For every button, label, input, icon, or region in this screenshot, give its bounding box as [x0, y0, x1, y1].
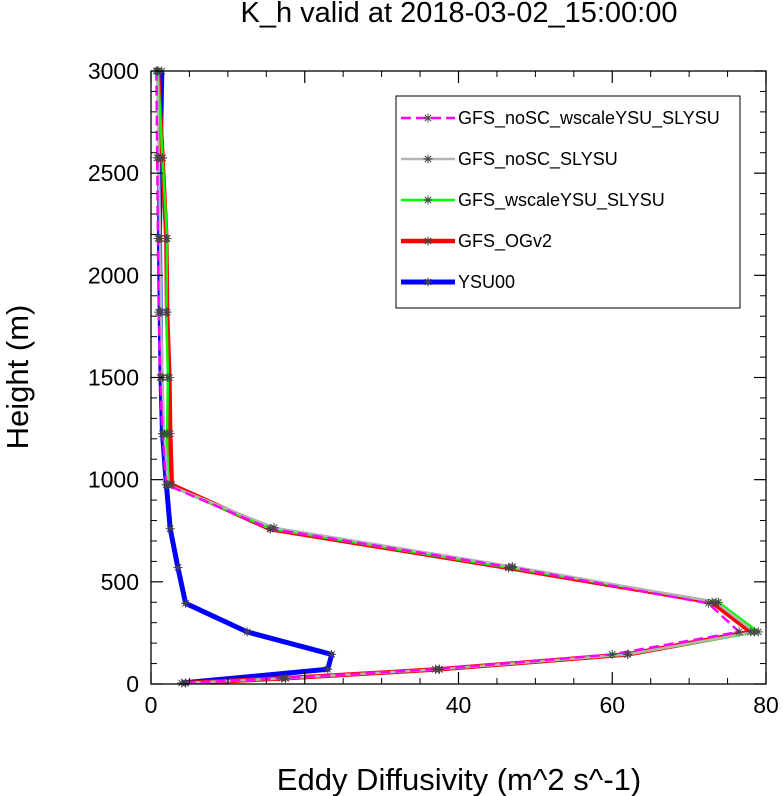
data-point-gfs-nosc-wscaleysu-slysu	[507, 563, 517, 573]
data-point-ysu00	[173, 563, 183, 573]
data-point-gfs-nosc-slysu	[749, 627, 759, 637]
data-point-gfs-nosc-wscaleysu-slysu	[430, 664, 440, 674]
legend-label-gfs-nosc-slysu: GFS_noSC_SLYSU	[458, 149, 618, 170]
data-point-gfs-nosc-wscaleysu-slysu	[152, 153, 162, 163]
y-tick-label: 1000	[88, 467, 139, 493]
data-point-ysu00	[165, 524, 175, 534]
legend-marker-gfs-wscaleysu-slysu	[423, 195, 433, 205]
data-point-ysu00	[242, 627, 252, 637]
data-point-gfs-nosc-wscaleysu-slysu	[607, 649, 617, 659]
data-point-ysu00	[327, 649, 337, 659]
legend-marker-gfs-nosc-slysu	[423, 154, 433, 164]
y-tick-label: 1500	[88, 365, 139, 391]
legend-marker-gfs-ogv2	[423, 236, 433, 246]
x-axis-label: Eddy Diffusivity (m^2 s^-1)	[277, 762, 641, 796]
legend-label-gfs-nosc-wscaleysu-slysu: GFS_noSC_wscaleYSU_SLYSU	[458, 108, 720, 129]
legend: GFS_noSC_wscaleYSU_SLYSU GFS_noSC_SLYSU GF…	[395, 95, 741, 309]
legend-label-ysu00: YSU00	[458, 272, 515, 292]
legend-label-gfs-ogv2: GFS_OGv2	[458, 231, 552, 252]
y-tick-label: 500	[101, 569, 139, 595]
axes: 0 20 40 60 80 0 500 1000 1500 2000 2500 3000	[88, 58, 779, 718]
data-point-ysu00	[323, 664, 333, 674]
data-point-gfs-nosc-wscaleysu-slysu	[158, 429, 168, 439]
legend-marker-gfs-nosc-wscaleysu-slysu	[423, 113, 433, 123]
legend-label-gfs-wscaleysu-slysu: GFS_wscaleYSU_SLYSU	[458, 190, 665, 211]
data-point-gfs-nosc-slysu	[623, 649, 633, 659]
x-tick-label: 40	[446, 692, 472, 718]
data-point-gfs-nosc-wscaleysu-slysu	[734, 627, 744, 637]
plot-area	[151, 66, 763, 688]
series-line-ysu00	[157, 71, 335, 684]
x-tick-label: 60	[599, 692, 625, 718]
y-tick-label: 3000	[88, 58, 139, 84]
data-point-gfs-wscaleysu-slysu	[161, 307, 171, 317]
data-point-ysu00	[181, 598, 191, 608]
x-tick-label: 20	[292, 692, 318, 718]
y-tick-label: 2000	[88, 262, 139, 288]
data-point-gfs-nosc-wscaleysu-slysu	[154, 307, 164, 317]
chart-title: K_h valid at 2018-03-02_15:00:00	[241, 0, 678, 29]
y-tick-label: 2500	[88, 160, 139, 186]
data-point-gfs-nosc-wscaleysu-slysu	[703, 598, 713, 608]
data-point-gfs-nosc-wscaleysu-slysu	[265, 524, 275, 534]
data-point-gfs-nosc-wscaleysu-slysu	[181, 678, 191, 688]
data-point-gfs-nosc-wscaleysu-slysu	[153, 234, 163, 244]
data-point-gfs-nosc-wscaleysu-slysu	[161, 480, 171, 490]
y-tick-label: 0	[126, 671, 139, 697]
legend-marker-ysu00	[423, 277, 433, 287]
data-point-gfs-nosc-wscaleysu-slysu	[277, 673, 287, 683]
legend-box	[395, 95, 741, 309]
x-tick-label: 80	[753, 692, 779, 718]
x-tick-label: 0	[145, 692, 158, 718]
y-axis-label: Height (m)	[0, 305, 35, 450]
data-point-gfs-nosc-slysu	[711, 597, 721, 607]
